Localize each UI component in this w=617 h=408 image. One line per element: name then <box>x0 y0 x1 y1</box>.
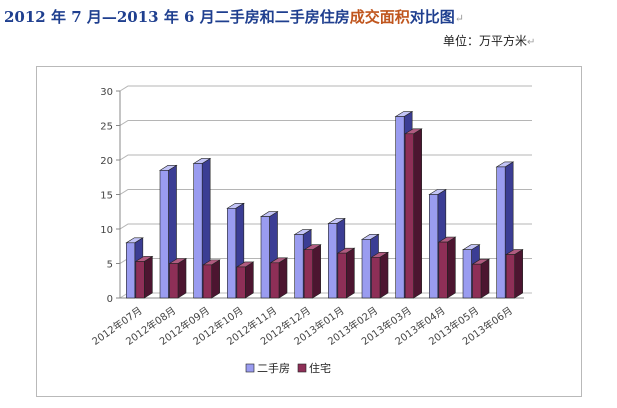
bar-front <box>505 254 515 299</box>
zhuzhai-bar <box>235 261 255 299</box>
bar-front <box>462 249 472 299</box>
bar-front <box>303 249 313 299</box>
legend-swatch-ershoufang <box>245 363 255 373</box>
bar-front <box>169 263 179 299</box>
bar-side <box>312 244 321 299</box>
legend-label-zhuzhai: 住宅 <box>309 361 331 375</box>
title-part-1: 2012 年 7 月—2013 年 6 月二手房和二手房住房 <box>4 8 350 26</box>
bars <box>125 110 524 299</box>
zhuzhai-bar <box>437 236 457 299</box>
zhuzhai-bar <box>202 259 221 299</box>
bar-front <box>202 264 212 299</box>
y-tick-label: 0 <box>107 294 113 305</box>
bar-front <box>270 262 280 299</box>
unit-paragraph-mark: ↵ <box>527 37 536 48</box>
zhuzhai-bar <box>336 247 356 299</box>
grid-line <box>119 223 532 230</box>
zhuzhai-bar <box>303 244 322 299</box>
bar-front <box>126 242 136 299</box>
grid-lines <box>119 85 532 264</box>
bar-side <box>177 257 187 299</box>
zhuzhai-bar <box>404 128 423 299</box>
bar-front <box>328 223 338 299</box>
bar-side <box>211 259 220 299</box>
unit-text: 单位：万平方米 <box>443 34 528 48</box>
bar-front <box>236 266 246 299</box>
bar-side <box>346 247 355 299</box>
zhuzhai-bar <box>370 251 390 299</box>
zhuzhai-bar <box>168 257 188 299</box>
y-tick-label: 30 <box>100 87 113 98</box>
y-tick-label: 25 <box>100 122 113 133</box>
bar-front <box>361 239 371 299</box>
legend: 二手房 住宅 <box>245 361 331 375</box>
paragraph-mark: ↵ <box>454 12 464 25</box>
y-tick-label: 15 <box>100 191 113 202</box>
zhuzhai-bar <box>269 257 289 299</box>
bar-side <box>447 236 456 299</box>
bar-side <box>379 251 389 299</box>
bar-front <box>438 241 448 299</box>
bar-side <box>514 248 523 299</box>
zhuzhai-bar <box>471 258 491 299</box>
bar-front <box>371 256 381 299</box>
x-tick-labels: 2012年07月2012年08月2012年09月2012年10月2012年11月… <box>89 304 514 348</box>
title-part-highlight: 成交面积 <box>349 8 410 26</box>
y-tick-label: 5 <box>107 260 113 271</box>
grid-line <box>119 154 532 161</box>
grid-line <box>119 85 532 92</box>
bar-front <box>429 194 439 299</box>
bar-front <box>227 208 237 299</box>
bar-side <box>278 257 288 299</box>
unit-label: 单位：万平方米↵ <box>443 32 535 49</box>
bar-front <box>404 133 414 299</box>
bar-side <box>245 261 254 299</box>
bar-front <box>496 166 506 299</box>
bar-front <box>193 163 203 299</box>
legend-swatch-zhuzhai <box>297 363 307 373</box>
bar-front <box>135 261 145 299</box>
zhuzhai-bar <box>134 255 154 299</box>
chart-title: 2012 年 7 月—2013 年 6 月二手房和二手房住房成交面积对比图↵ <box>4 6 464 27</box>
grid-line <box>119 120 532 126</box>
legend-label-ershoufang: 二手房 <box>257 361 290 375</box>
bar-front <box>337 252 347 299</box>
bar-side <box>413 128 422 299</box>
bar-side <box>144 255 153 299</box>
grid-line <box>119 189 532 195</box>
y-tick-label: 10 <box>100 225 113 236</box>
bar-side <box>480 258 490 299</box>
bar-front <box>472 263 482 299</box>
bar-front <box>159 170 169 299</box>
y-tick-label: 20 <box>100 156 113 167</box>
title-part-3: 对比图 <box>409 8 455 26</box>
bar-front <box>395 116 405 299</box>
bar-front <box>294 234 304 299</box>
bar-front <box>260 216 270 299</box>
y-tick-labels: 0 5 10 15 20 25 30 <box>100 87 113 305</box>
zhuzhai-bar <box>505 248 524 299</box>
